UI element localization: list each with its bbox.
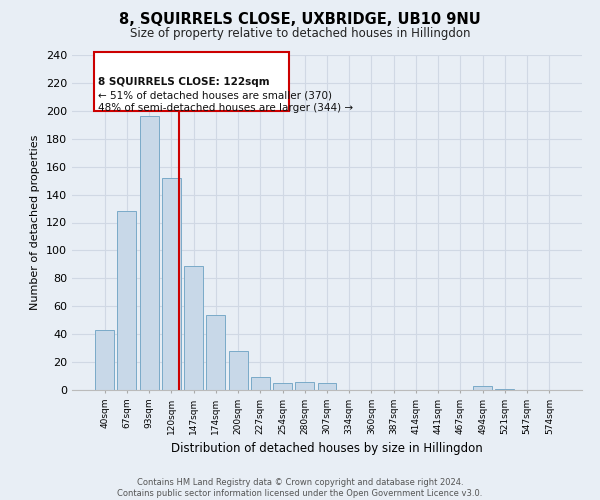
Bar [140,116,158,390]
X-axis label: Distribution of detached houses by size in Hillingdon: Distribution of detached houses by size … [171,442,483,456]
Text: 8, SQUIRRELS CLOSE, UXBRIDGE, UB10 9NU: 8, SQUIRRELS CLOSE, UXBRIDGE, UB10 9NU [119,12,481,28]
Bar [162,178,181,390]
Bar [184,266,203,390]
Text: ← 51% of detached houses are smaller (370): ← 51% of detached houses are smaller (37… [97,90,331,100]
Bar [118,212,136,390]
Text: 8 SQUIRRELS CLOSE: 122sqm: 8 SQUIRRELS CLOSE: 122sqm [97,77,269,87]
Text: 48% of semi-detached houses are larger (344) →: 48% of semi-detached houses are larger (… [97,102,353,113]
Bar [206,314,225,390]
Bar [317,383,337,390]
Bar [496,388,514,390]
Bar [251,378,270,390]
Bar [273,383,292,390]
Y-axis label: Number of detached properties: Number of detached properties [31,135,40,310]
Bar [95,330,114,390]
Bar [295,382,314,390]
Text: Size of property relative to detached houses in Hillingdon: Size of property relative to detached ho… [130,28,470,40]
Text: Contains HM Land Registry data © Crown copyright and database right 2024.
Contai: Contains HM Land Registry data © Crown c… [118,478,482,498]
Bar [473,386,492,390]
Bar [229,351,248,390]
FancyBboxPatch shape [94,52,289,111]
